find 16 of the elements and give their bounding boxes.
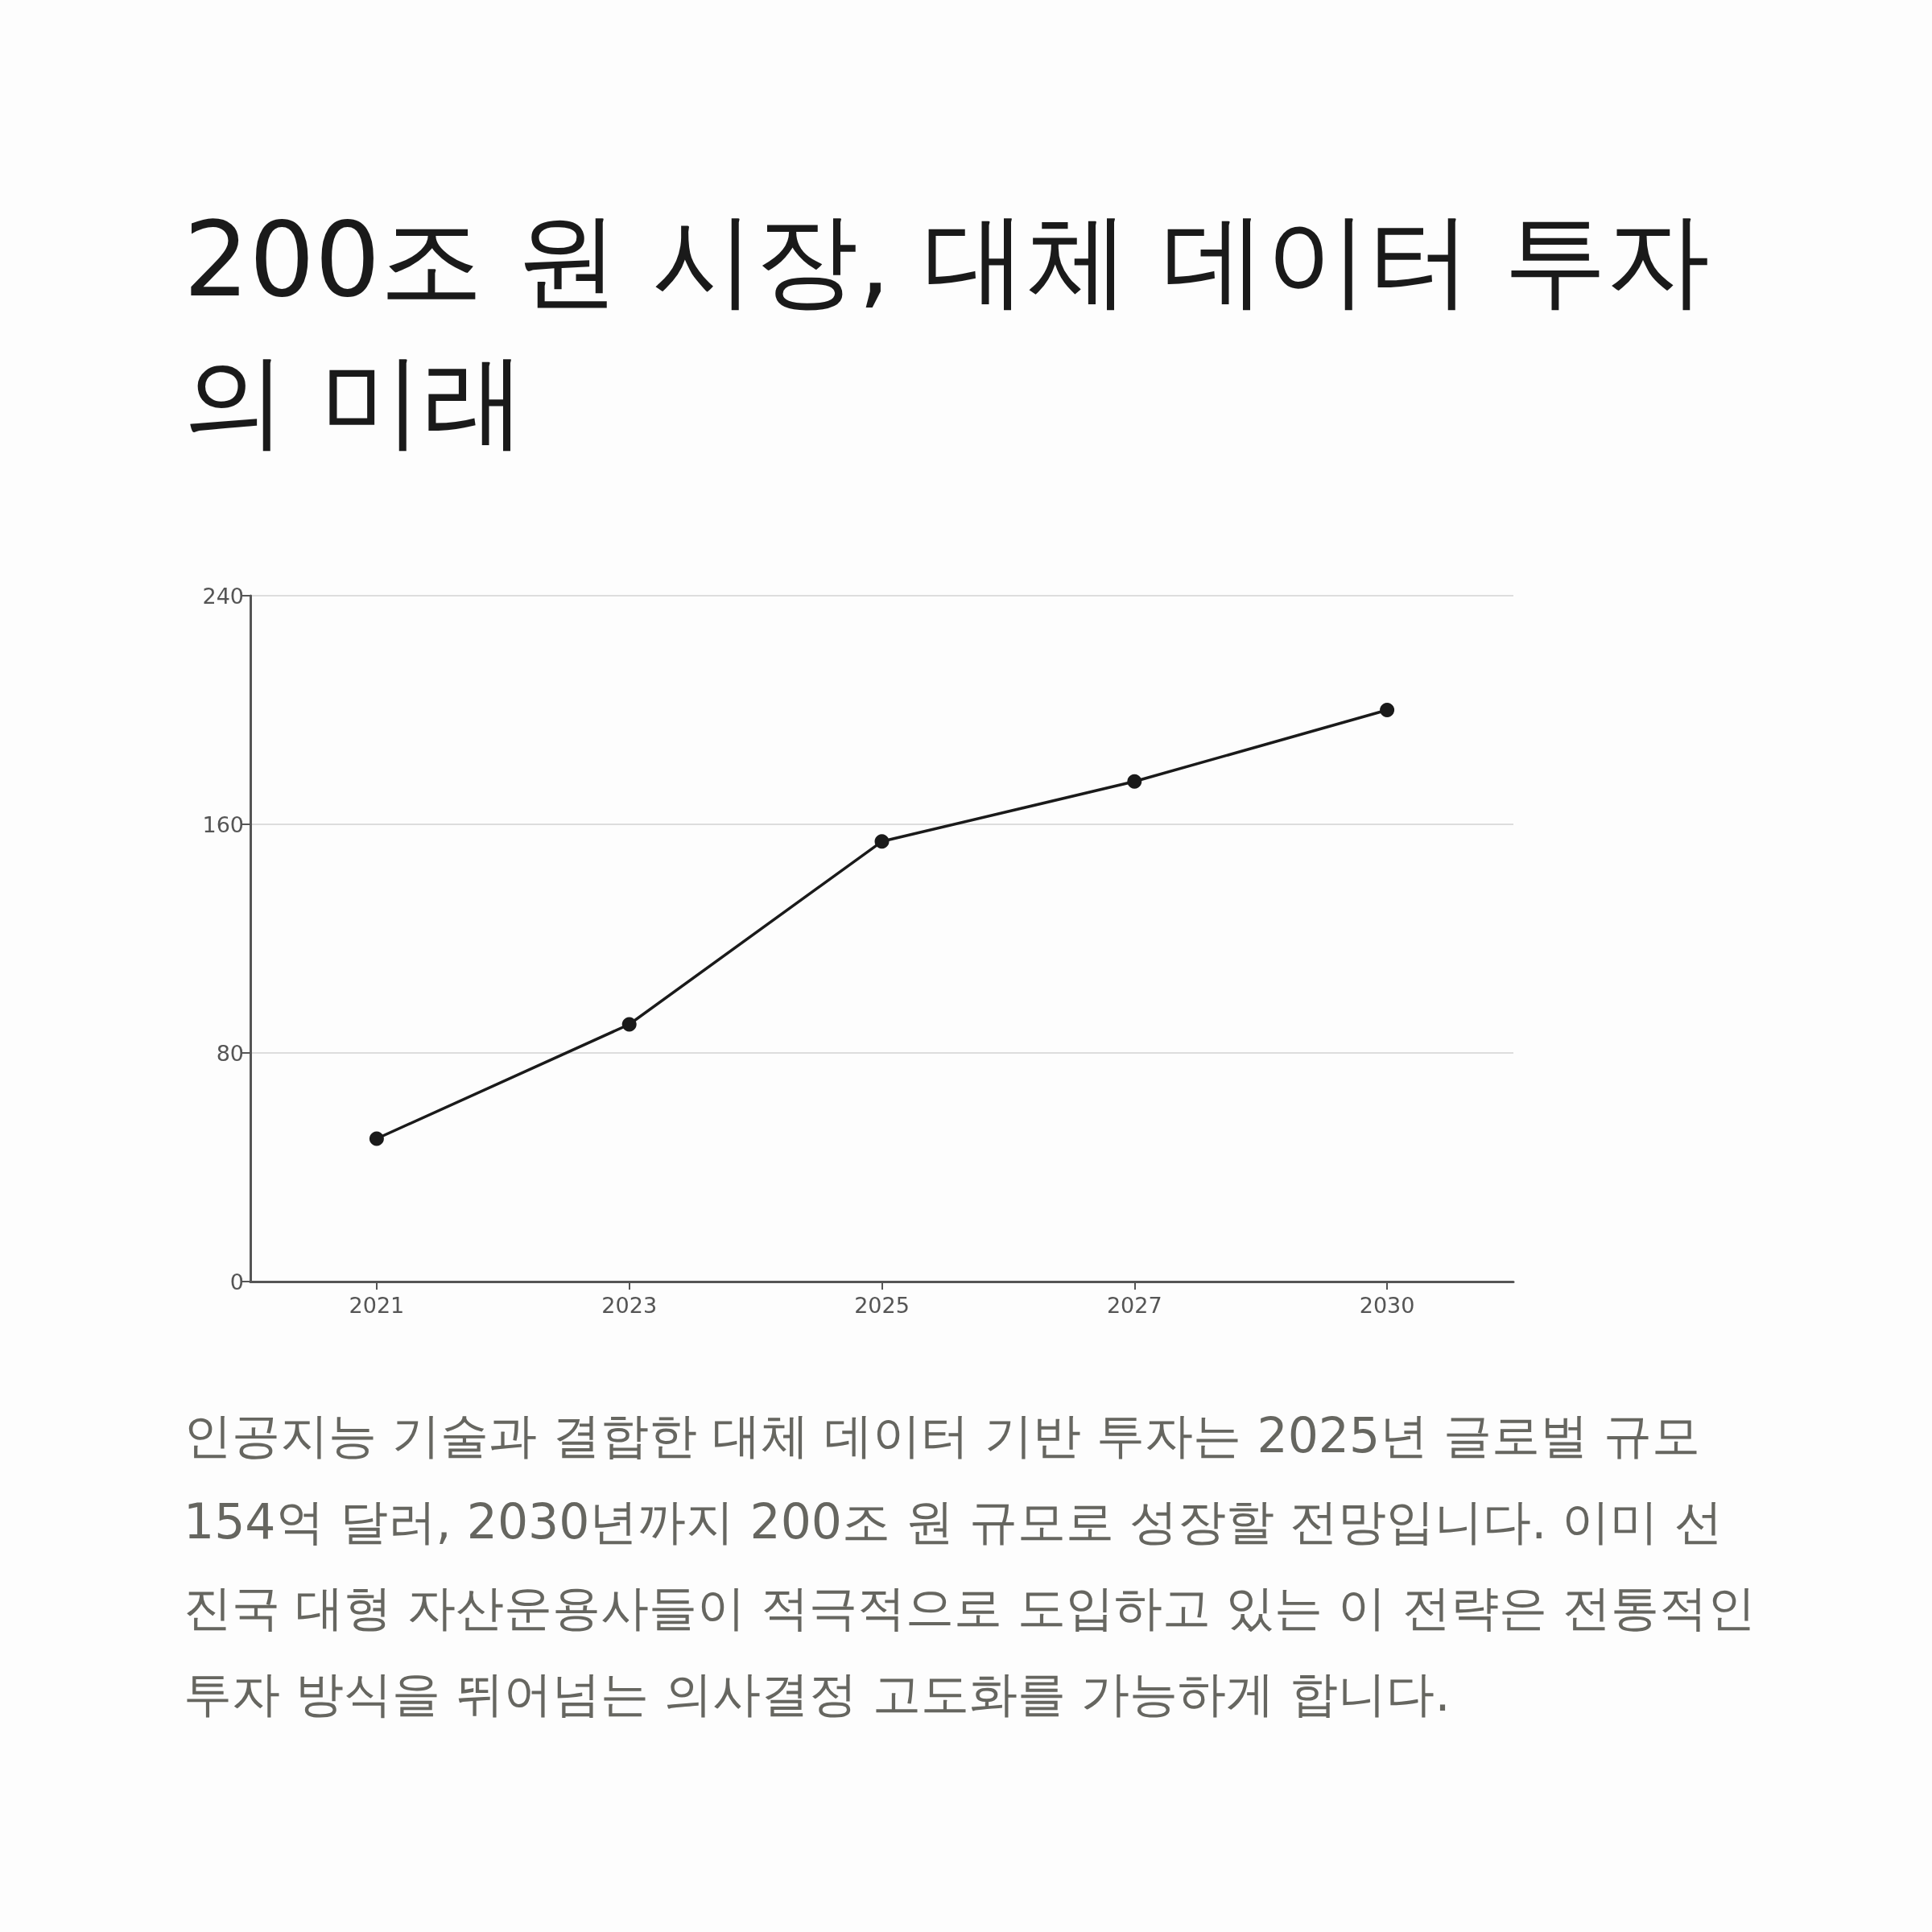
point	[874, 834, 890, 849]
point	[621, 1017, 637, 1032]
chart-title: 200조 원 시장, 대체 데이터 투자의 미래	[184, 199, 1711, 462]
y-tick-label: 160	[202, 811, 244, 837]
point	[1380, 703, 1395, 717]
y-tick-label: 0	[229, 1269, 244, 1294]
x-tick-label: 2023	[601, 1293, 658, 1318]
x-tick-label: 2021	[349, 1293, 405, 1318]
x-tick-label: 2025	[854, 1293, 910, 1318]
x-tick-label: 2027	[1106, 1293, 1162, 1318]
y-tick-label: 80	[216, 1040, 244, 1066]
text: 인공지능 기술과 결합한 대체 데이터 기반 투자는 2025년 글로벌 규모 154억 달러, 2030년까지 200조 원 규모로 성장할 전망입니다. 이미 선진국 대형 자산운용사들이 적극적으로 도입하고 있는 이 전략은 전통적인 투자 방식을 뛰어넘는 의사결정 고도화를 가능하게 합니다.	[184, 1406, 1757, 1724]
point	[369, 1131, 384, 1146]
x-tick-label: 2030	[1359, 1293, 1415, 1318]
y-tick-label: 240	[202, 583, 244, 609]
point	[1127, 774, 1142, 789]
